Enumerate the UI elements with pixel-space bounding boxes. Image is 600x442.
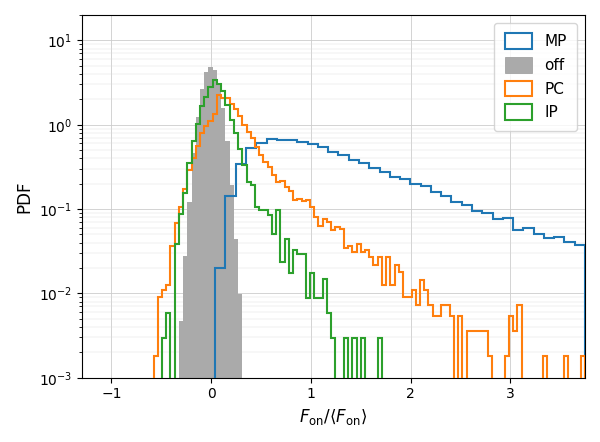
Y-axis label: PDF: PDF [15, 180, 33, 213]
Bar [217, 84, 221, 442]
Bar [226, 141, 230, 442]
Bar [238, 294, 242, 442]
Bar [208, 67, 213, 442]
Bar [196, 117, 200, 442]
Bar [204, 72, 208, 442]
Bar [221, 108, 226, 442]
Bar [234, 239, 238, 442]
X-axis label: $F_{\mathrm{on}} / \langle F_{\mathrm{on}} \rangle$: $F_{\mathrm{on}} / \langle F_{\mathrm{on… [299, 407, 367, 427]
Bar [213, 69, 217, 442]
Legend: MP, off, PC, IP: MP, off, PC, IP [494, 23, 577, 131]
Bar [183, 256, 187, 442]
Bar [230, 185, 234, 442]
Bar [179, 321, 183, 442]
Bar [187, 202, 191, 442]
Bar [191, 153, 196, 442]
Bar [200, 89, 204, 442]
Bar [242, 390, 247, 442]
Bar [170, 431, 175, 442]
